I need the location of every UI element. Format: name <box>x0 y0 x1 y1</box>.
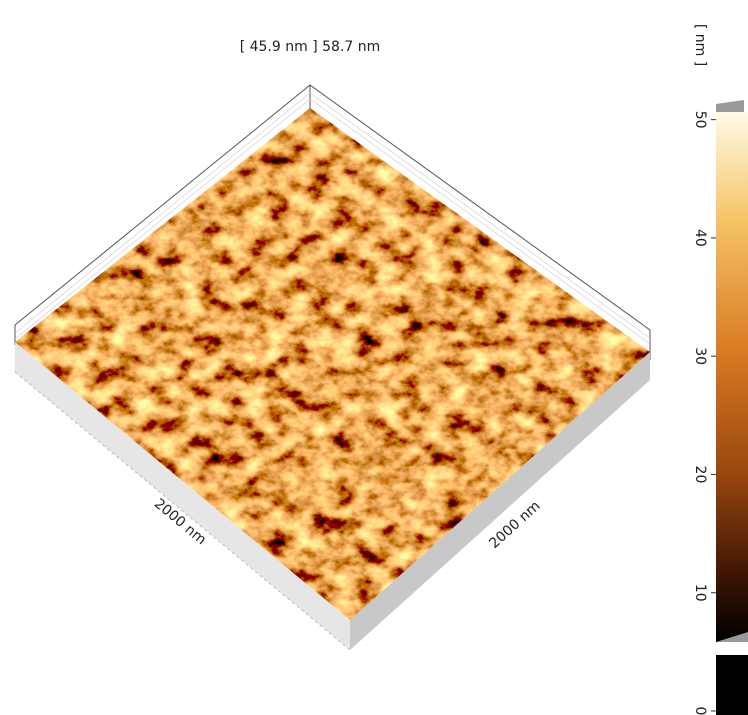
tick-label: 40 <box>692 229 708 247</box>
afm-figure: [ 45.9 nm ] 58.7 nm 2000 nm 2000 nm [ nm… <box>0 0 748 715</box>
colorbar <box>716 112 748 642</box>
tick-label: 10 <box>692 584 708 602</box>
colorbar-below <box>716 655 748 715</box>
colorbar-cap <box>716 100 744 112</box>
tick-label: 30 <box>692 347 708 365</box>
colorbar-unit: [ nm ] <box>692 24 708 66</box>
tick-label: 50 <box>692 111 708 129</box>
tick-label: 20 <box>692 466 708 484</box>
colorbar-ticks: 0 10 20 30 40 50 <box>692 111 716 715</box>
surface <box>0 100 660 630</box>
title: [ 45.9 nm ] 58.7 nm <box>240 39 381 55</box>
tick-label: 0 <box>692 707 708 715</box>
